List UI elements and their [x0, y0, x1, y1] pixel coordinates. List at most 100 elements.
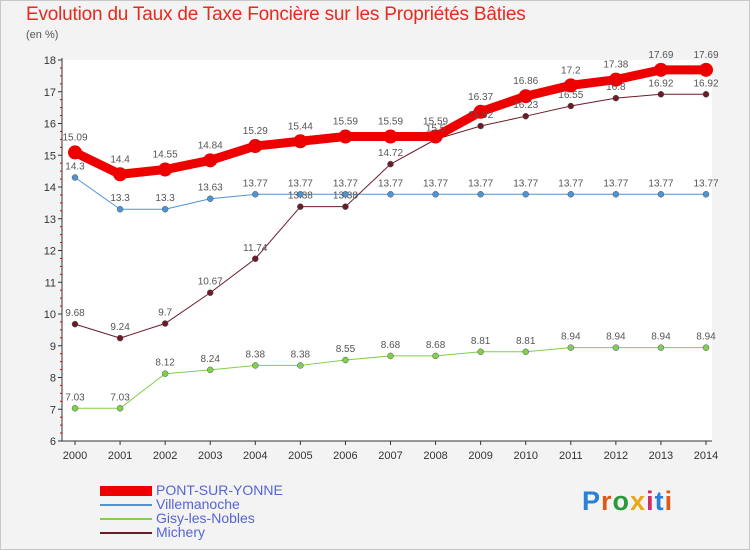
y-tick-label: 7 [50, 404, 56, 416]
y-tick-label: 15 [44, 150, 56, 162]
legend-label: Gisy-les-Nobles [156, 510, 255, 526]
data-label: 16.23 [513, 100, 538, 111]
data-point [297, 362, 304, 369]
data-label: 13.38 [333, 191, 358, 202]
data-label: 17.2 [561, 65, 581, 76]
data-label: 16.37 [468, 92, 493, 103]
data-label: 13.77 [468, 178, 493, 189]
data-label: 9.68 [65, 308, 85, 319]
data-label: 15.59 [333, 117, 358, 128]
data-point [567, 191, 575, 198]
data-point [161, 320, 169, 327]
data-point [522, 191, 529, 198]
data-point [383, 129, 398, 144]
data-point [338, 129, 353, 144]
data-label: 16.8 [606, 82, 626, 93]
data-label: 8.94 [651, 332, 671, 343]
data-point [612, 94, 620, 102]
data-label: 9.7 [158, 308, 172, 319]
x-tick-label: 2000 [63, 450, 87, 462]
legend-swatch [100, 486, 152, 496]
data-label: 17.69 [693, 50, 718, 61]
data-point [71, 320, 79, 328]
data-point [158, 162, 173, 177]
y-tick-label: 9 [50, 341, 56, 353]
x-tick-label: 2003 [198, 450, 222, 462]
data-point [657, 191, 665, 198]
y-tick-label: 8 [50, 373, 56, 385]
unit-label: (en %) [26, 29, 59, 41]
y-tick-label: 16 [44, 119, 56, 131]
data-point [653, 62, 668, 77]
data-point [206, 366, 214, 374]
data-label: 15.92 [468, 110, 493, 121]
data-point [116, 405, 124, 412]
data-point [608, 72, 623, 87]
data-point [248, 139, 263, 154]
data-label: 14.72 [378, 148, 403, 159]
data-point [252, 362, 259, 369]
data-label: 13.77 [423, 178, 448, 189]
data-point [342, 356, 349, 364]
data-label: 14.55 [153, 150, 178, 161]
data-label: 16.92 [693, 78, 718, 89]
data-point [116, 334, 124, 342]
x-tick-label: 2014 [694, 450, 718, 462]
legend-swatch [100, 532, 152, 534]
data-point [387, 352, 394, 360]
data-point [518, 89, 533, 104]
data-point [206, 195, 214, 202]
data-point [297, 203, 304, 210]
data-label: 15.09 [62, 132, 87, 143]
x-tick-label: 2012 [604, 450, 628, 462]
data-point [71, 174, 79, 181]
data-label: 7.03 [65, 392, 85, 403]
x-tick-label: 2001 [108, 450, 132, 462]
x-tick-label: 2008 [423, 450, 447, 462]
data-label: 13.63 [198, 183, 223, 194]
data-point [387, 160, 394, 168]
data-point [702, 91, 710, 98]
data-label: 15.59 [423, 117, 448, 128]
data-label: 13.38 [288, 191, 313, 202]
data-point [252, 191, 259, 198]
x-tick-label: 2011 [559, 450, 583, 462]
data-label: 7.03 [110, 392, 130, 403]
data-point [567, 102, 575, 110]
data-point [297, 191, 304, 198]
data-label: 8.68 [426, 340, 446, 351]
data-label: 14.3 [65, 161, 85, 172]
data-point [477, 348, 484, 356]
data-point [522, 112, 529, 120]
data-label: 13.77 [513, 178, 538, 189]
data-label: 13.77 [648, 178, 673, 189]
data-point [563, 78, 578, 93]
legend-swatch [100, 504, 152, 506]
y-tick-label: 12 [44, 246, 56, 258]
legend-swatch [100, 518, 152, 520]
data-label: 11.74 [243, 243, 268, 254]
data-label: 8.81 [516, 336, 536, 347]
data-label: 10.67 [198, 277, 223, 288]
data-label: 8.94 [696, 332, 716, 343]
data-point [612, 191, 620, 198]
data-label: 8.55 [336, 344, 356, 355]
data-point [657, 91, 665, 98]
data-label: 13.77 [243, 178, 268, 189]
y-tick-label: 13 [44, 214, 56, 226]
data-label: 13.77 [603, 178, 628, 189]
data-point [293, 134, 308, 149]
x-tick-label: 2006 [333, 450, 357, 462]
x-tick-label: 2013 [649, 450, 673, 462]
data-point [161, 205, 169, 213]
data-point [387, 191, 394, 198]
legend-label: Michery [156, 524, 206, 540]
x-tick-label: 2009 [468, 450, 492, 462]
data-point [206, 289, 214, 296]
data-point [428, 129, 443, 144]
data-label: 8.94 [606, 332, 626, 343]
data-label: 14.4 [110, 154, 130, 165]
x-tick-label: 2004 [243, 450, 267, 462]
data-point [71, 405, 79, 412]
data-label: 13.3 [155, 193, 175, 204]
